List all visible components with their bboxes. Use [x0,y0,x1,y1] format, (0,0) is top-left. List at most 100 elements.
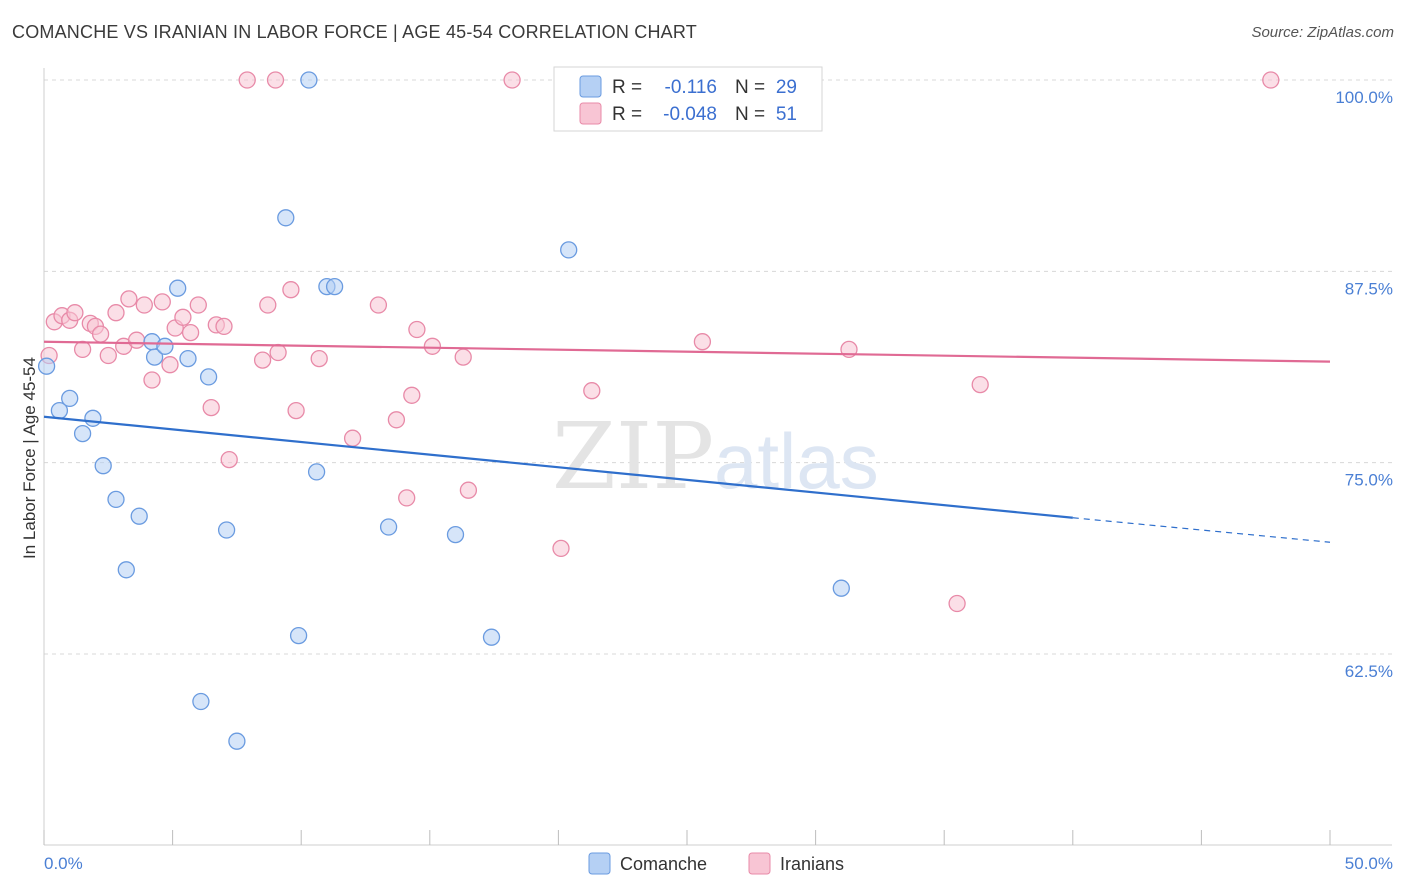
x-tick-label-max: 50.0% [1345,854,1393,873]
iranians-point [971,375,989,394]
iranians-point [948,594,966,613]
legend-r-value-iranians: -0.048 [663,104,717,125]
bottom-legend-label-comanche: Comanche [620,854,707,874]
comanche-point [307,463,326,481]
legend-r-value-comanche: -0.116 [665,77,717,98]
grid-lines [44,79,1392,655]
iranians-point [387,411,406,429]
comanche-trend-extension [1072,517,1331,543]
series-legend: Comanche Iranians [588,852,844,875]
iranians-point [459,481,478,499]
iranians-point [215,317,233,336]
comanche-point [560,241,578,259]
legend-swatch-iranians [579,102,602,125]
y-tick-label: 100.0% [1335,88,1393,107]
iranians-point [238,71,256,89]
iranians-point [259,296,277,314]
comanche-point [482,628,501,646]
iranians-point [454,348,472,366]
iranians-point [269,343,287,362]
iranians-point [181,323,200,342]
comanche-point [228,732,246,750]
comanche-trend-line [43,415,1073,519]
comanche-point [84,409,102,427]
comanche-point [179,349,197,368]
iranians-point [266,71,285,89]
comanche-point [61,389,79,408]
series-comanche-points [37,71,850,750]
series-iranians-points [40,71,1280,613]
watermark-zip: ZIP [552,403,714,510]
iranians-point [135,296,153,314]
legend-n-value-iranians: 51 [776,104,797,125]
iranians-point [99,346,117,365]
comanche-point [130,507,148,525]
comanche-point [277,209,295,227]
comanche-point [300,71,318,89]
iranians-point [253,351,272,369]
iranians-point [120,290,138,308]
comanche-point [37,357,56,375]
iranians-point [310,349,328,368]
y-tick-label: 62.5% [1345,662,1393,681]
iranians-point [282,281,300,299]
y-axis-label: In Labor Force | Age 45-54 [20,357,39,559]
iranians-point [73,340,92,359]
comanche-point [117,561,135,579]
legend-n-label-iranians: N = [735,104,765,125]
iranians-point [1262,71,1280,89]
comanche-point [199,368,218,386]
iranians-point [189,296,207,314]
axes [43,68,1392,846]
y-tick-label: 87.5% [1345,279,1393,298]
iranians-point [583,382,601,400]
comanche-point [289,626,308,645]
comanche-point [832,579,850,597]
comanche-point [94,457,112,475]
comanche-point [217,521,236,539]
iranians-point [107,304,125,322]
comanche-point [169,279,187,297]
comanche-point [73,424,92,443]
iranians-point [398,489,416,507]
iranians-point [369,296,388,314]
iranians-point [552,539,570,558]
comanche-point [156,337,174,355]
legend-r-label-iranians: R = [612,104,642,125]
comanche-point [379,518,398,536]
iranians-point [287,401,305,420]
watermark-atlas: atlas [714,417,879,505]
legend-n-label-comanche: N = [735,77,765,98]
comanche-point [446,525,465,544]
iranians-point [403,386,421,404]
comanche-point [192,692,210,711]
iranians-point [143,371,161,389]
legend-r-label-comanche: R = [612,77,642,98]
correlation-legend: R = -0.116 N = 29 R = -0.048 N = 51 [553,66,823,132]
x-tick-labels: 0.0% 50.0% [44,854,1393,873]
trend-lines [43,340,1331,543]
iranians-point [153,293,171,311]
iranians-point [91,325,110,343]
iranians-point [174,308,192,326]
bottom-legend-swatch-comanche [588,852,611,875]
watermark: ZIP atlas [552,403,879,510]
iranians-point [202,398,220,417]
bottom-legend-swatch-iranians [748,852,771,875]
iranians-point [503,71,521,89]
iranians-point [161,356,179,374]
iranians-point [127,331,146,349]
legend-swatch-comanche [579,75,602,98]
iranians-point [693,333,712,351]
chart-title: COMANCHE VS IRANIAN IN LABOR FORCE | AGE… [12,22,697,42]
iranians-point [220,450,238,469]
iranians-trend-line [43,340,1331,363]
source-label: Source: ZipAtlas.com [1251,24,1394,41]
legend-n-value-comanche: 29 [776,77,797,98]
comanche-point [107,490,125,509]
iranians-point [66,304,84,322]
comanche-point [325,277,344,296]
iranians-point [423,337,442,355]
y-tick-labels: 62.5% 75.0% 87.5% 100.0% [1335,88,1393,681]
